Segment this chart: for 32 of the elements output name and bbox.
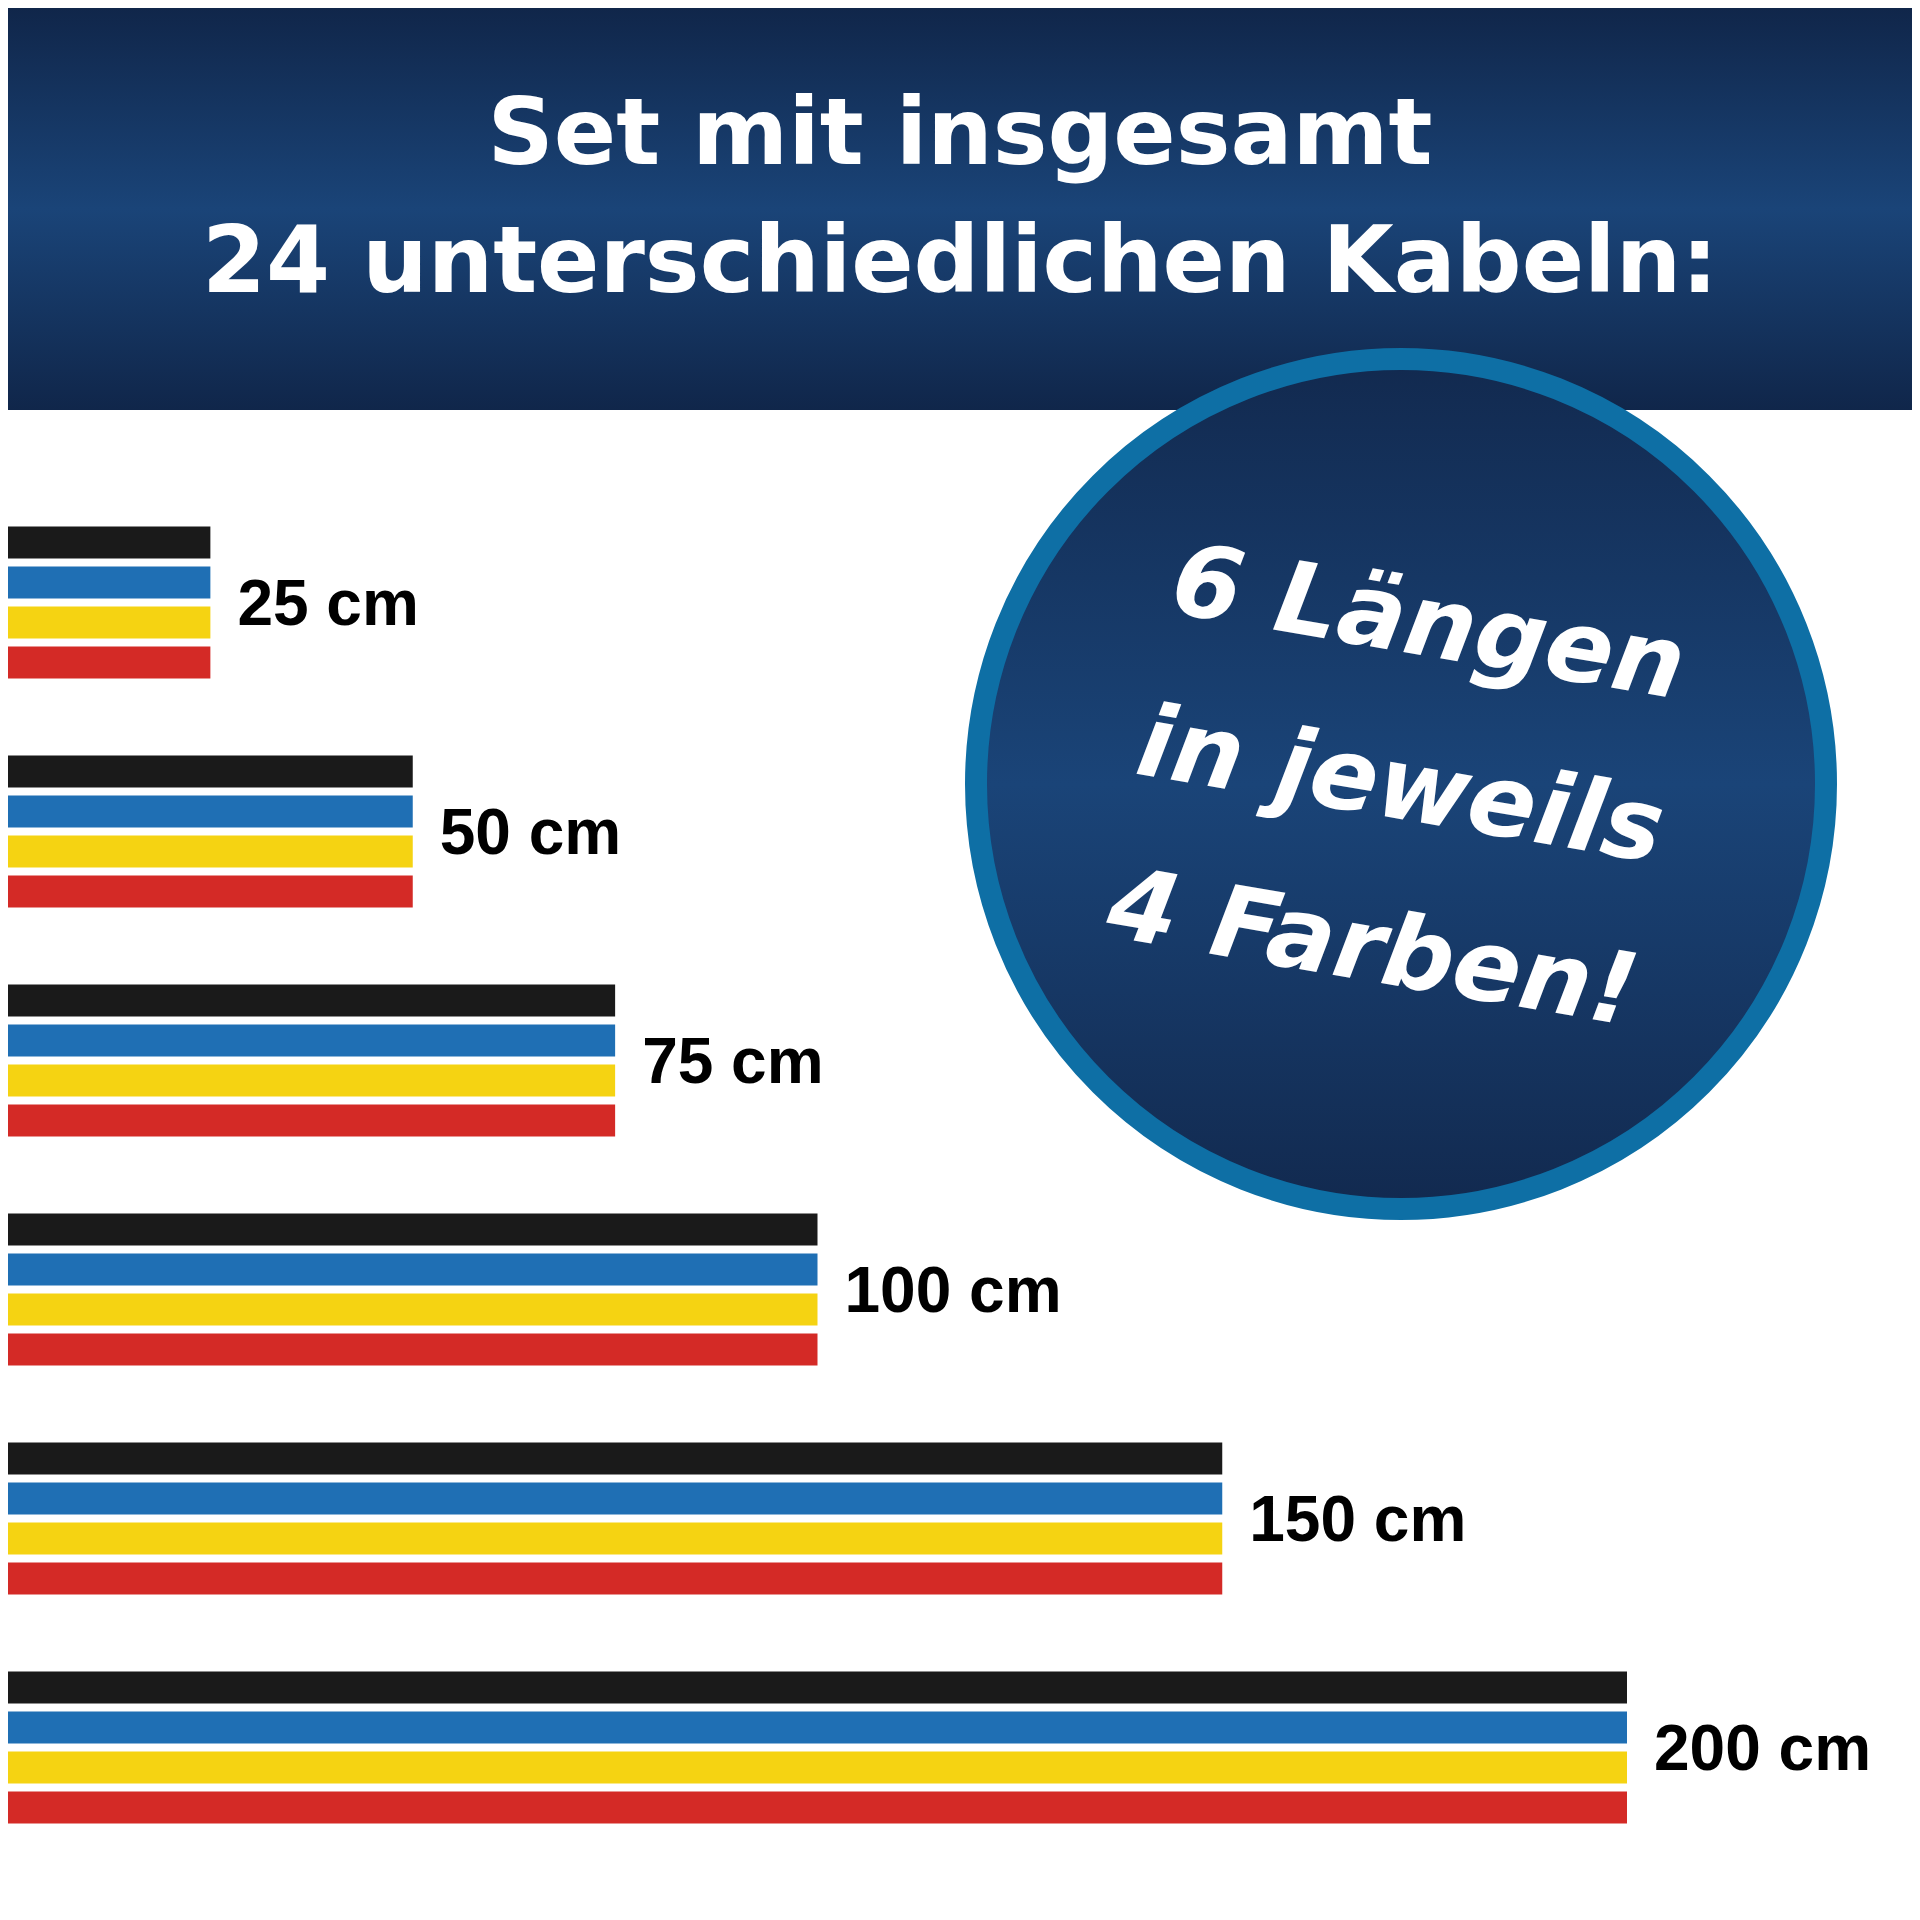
bar [8, 1671, 1627, 1704]
bar [8, 1522, 1223, 1555]
bar [8, 1253, 818, 1286]
bar [8, 1064, 616, 1097]
bar [8, 835, 413, 868]
data-label: 150 cm [1249, 1482, 1467, 1555]
data-label: 100 cm [844, 1253, 1062, 1326]
bar [8, 566, 211, 599]
bar [8, 646, 211, 679]
bar [8, 1711, 1627, 1744]
bar [8, 1562, 1223, 1595]
annotation: 6 Längen in jeweils 4 Farben! [1098, 519, 1694, 1050]
bar [8, 1024, 616, 1057]
bar [8, 526, 211, 559]
bar [8, 606, 211, 639]
bar [8, 1104, 616, 1137]
bar [8, 1333, 818, 1366]
data-label: 25 cm [237, 566, 419, 639]
chart-title: Set mit insgesamt 24 unterschiedlichen Kabeln: [202, 78, 1718, 314]
bar [8, 1791, 1627, 1824]
data-label: 50 cm [439, 795, 622, 868]
bar [8, 984, 616, 1017]
bar [8, 1442, 1223, 1475]
data-label: 200 cm [1654, 1711, 1872, 1784]
data-label: 75 cm [642, 1024, 824, 1097]
bar [8, 1213, 818, 1246]
bar [8, 1751, 1627, 1784]
bar [8, 1482, 1223, 1515]
bar [8, 755, 413, 788]
bar [8, 795, 413, 828]
bar [8, 875, 413, 908]
bar [8, 1293, 818, 1326]
